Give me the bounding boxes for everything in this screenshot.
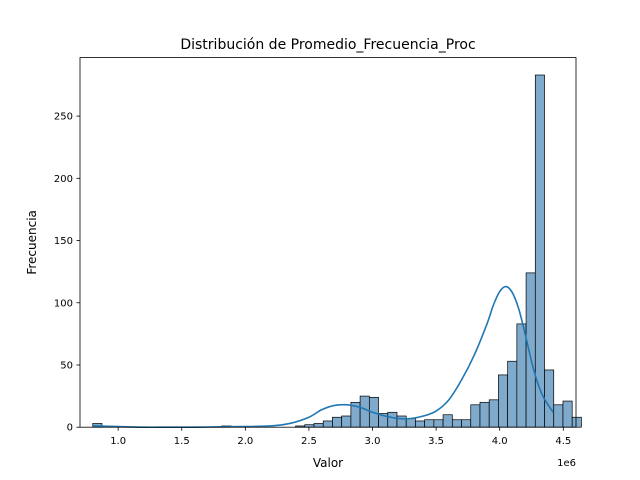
y-tick-label: 250 — [54, 112, 73, 123]
histogram-bar — [525, 272, 536, 428]
histogram-bar — [571, 416, 582, 428]
y-tick-label: 200 — [54, 174, 73, 185]
y-tick-label: 0 — [67, 423, 73, 434]
x-tick-label: 4.0 — [492, 436, 508, 447]
histogram-bar — [442, 414, 453, 428]
histogram-bar — [544, 369, 555, 428]
histogram-bar — [424, 419, 435, 428]
histogram-bar — [415, 420, 426, 428]
histogram-bar — [534, 74, 545, 428]
histogram-bar — [359, 395, 370, 428]
histogram-bar — [553, 404, 564, 428]
y-tick-label: 50 — [60, 360, 73, 371]
histogram-bar — [451, 419, 462, 428]
chart-title: Distribución de Promedio_Frecuencia_Proc — [180, 37, 475, 53]
histogram-bar — [461, 419, 472, 428]
x-tick-label: 2.5 — [301, 436, 317, 447]
histogram-bar — [332, 416, 343, 428]
y-tick-label: 100 — [54, 298, 73, 309]
histogram-bar — [516, 323, 527, 428]
histogram-bar — [562, 400, 573, 428]
histogram-bar — [387, 411, 398, 428]
x-axis-label: Valor — [313, 456, 343, 470]
x-tick-label: 2.0 — [237, 436, 253, 447]
x-axis-ticks: 1.0 1.5 2.0 2.5 3.0 3.5 4.0 4.5 — [110, 427, 571, 447]
x-tick-label: 1.5 — [174, 436, 190, 447]
y-tick-label: 150 — [54, 236, 73, 247]
x-tick-label: 1.0 — [110, 436, 126, 447]
bars-group — [92, 74, 582, 428]
x-axis-offset-label: 1e6 — [557, 458, 576, 469]
x-tick-label: 3.0 — [365, 436, 381, 447]
kde-curve — [92, 285, 554, 429]
histogram-bar — [479, 401, 490, 428]
histogram-bar — [405, 418, 416, 428]
axes-frame — [79, 57, 577, 428]
histogram-bar — [470, 404, 481, 428]
y-axis-label: Frecuencia — [25, 210, 39, 275]
histogram-bar — [341, 415, 352, 428]
histogram-bar — [322, 420, 333, 428]
histogram-bar — [507, 360, 518, 428]
histogram-bar — [498, 374, 508, 428]
y-axis-ticks: 0 50 100 150 200 250 — [54, 112, 80, 434]
histogram-bar — [313, 423, 324, 428]
histogram-bar — [396, 415, 407, 428]
histogram-bar — [433, 419, 444, 428]
x-tick-label: 4.5 — [555, 436, 571, 447]
histogram-bar — [488, 399, 499, 428]
x-tick-label: 3.5 — [428, 436, 444, 447]
